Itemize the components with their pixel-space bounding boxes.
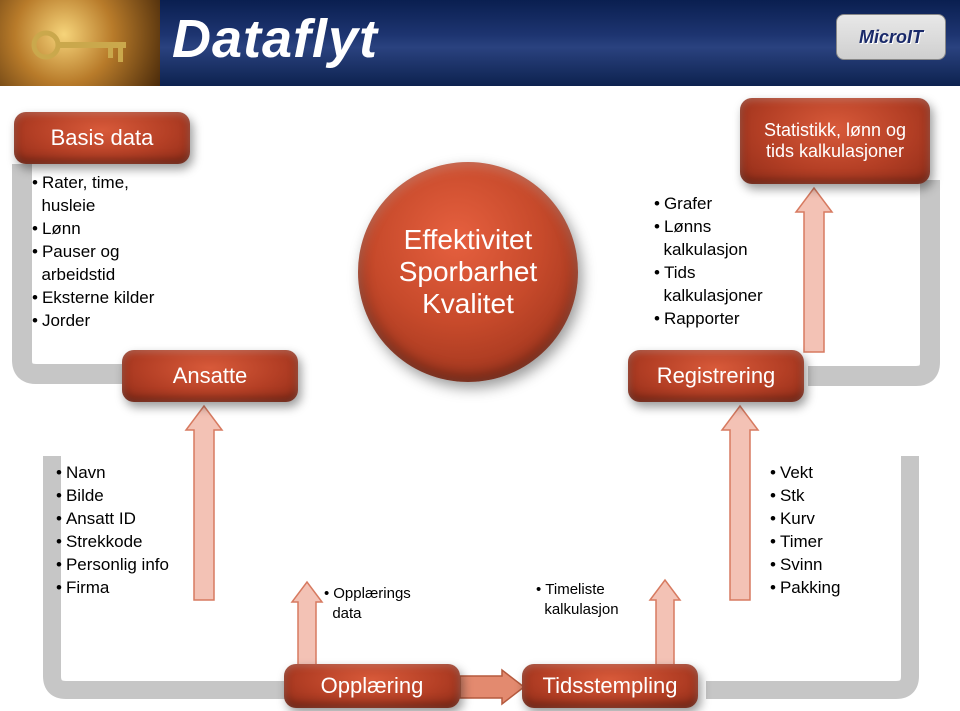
bullet-item: Stk <box>770 485 840 508</box>
keyhole-decor <box>0 0 160 86</box>
bullet-item: Strekkode <box>56 531 169 554</box>
bullet-item: Opplærings data <box>324 584 411 625</box>
key-icon <box>28 20 138 70</box>
node-ansatte: Ansatte <box>122 350 298 402</box>
node-label: Tidsstempling <box>543 673 678 699</box>
bullet-item: Personlig info <box>56 554 169 577</box>
bullet-item: Vekt <box>770 462 840 485</box>
node-label: Basis data <box>51 125 154 151</box>
bullet-item: Lønns kalkulasjon <box>654 216 763 262</box>
arrow-opp-tids <box>458 668 528 708</box>
logo: MicroIT <box>836 14 946 60</box>
bullets-opp: Opplærings data <box>324 584 411 625</box>
bullets-basis: Rater, time, husleieLønnPauser og arbeid… <box>32 172 154 333</box>
bullet-item: Jorder <box>32 310 154 333</box>
bullet-item: Rapporter <box>654 308 763 331</box>
arrow-regbullets-up <box>720 404 760 604</box>
bullets-stat: GraferLønns kalkulasjonTids kalkulasjone… <box>654 193 763 331</box>
arrow-opp-up <box>290 580 324 670</box>
bullet-item: Bilde <box>56 485 169 508</box>
bullet-item: Tids kalkulasjoner <box>654 262 763 308</box>
arrow-ansbullets-up <box>184 404 224 604</box>
node-registrering: Registrering <box>628 350 804 402</box>
bullets-ansatte: NavnBildeAnsatt IDStrekkodePersonlig inf… <box>56 462 169 600</box>
node-label: Registrering <box>657 363 776 389</box>
node-basis-data: Basis data <box>14 112 190 164</box>
bullet-item: Timer <box>770 531 840 554</box>
bullet-item: Timeliste kalkulasjon <box>536 580 619 621</box>
connector-stat-reg <box>780 176 960 396</box>
header: Dataflyt MicroIT <box>0 0 960 86</box>
bullets-tids: Timeliste kalkulasjon <box>536 580 619 621</box>
bullet-item: Svinn <box>770 554 840 577</box>
bullet-item: Rater, time, husleie <box>32 172 154 218</box>
node-opplaering: Opplæring <box>284 664 460 708</box>
node-label: Opplæring <box>321 673 424 699</box>
circle-line: Sporbarhet <box>399 256 538 288</box>
arrow-stat-up <box>794 186 834 356</box>
node-label: Ansatte <box>173 363 248 389</box>
bullet-item: Grafer <box>654 193 763 216</box>
circle-line: Effektivitet <box>404 224 533 256</box>
bullet-item: Pakking <box>770 577 840 600</box>
bullet-item: Ansatt ID <box>56 508 169 531</box>
bullet-item: Lønn <box>32 218 154 241</box>
center-circle: Effektivitet Sporbarhet Kvalitet <box>358 162 578 382</box>
bullet-item: Pauser og arbeidstid <box>32 241 154 287</box>
bullet-item: Navn <box>56 462 169 485</box>
circle-line: Kvalitet <box>422 288 514 320</box>
page-title: Dataflyt <box>172 8 378 70</box>
bullets-reg: VektStkKurvTimerSvinnPakking <box>770 462 840 600</box>
node-tidsstempling: Tidsstempling <box>522 664 698 708</box>
node-statistikk: Statistikk, lønn og tids kalkulasjoner <box>740 98 930 184</box>
bullet-item: Kurv <box>770 508 840 531</box>
bullet-item: Firma <box>56 577 169 600</box>
bullet-item: Eksterne kilder <box>32 287 154 310</box>
node-label: Statistikk, lønn og tids kalkulasjoner <box>750 120 920 162</box>
arrow-tids-up <box>648 578 682 670</box>
